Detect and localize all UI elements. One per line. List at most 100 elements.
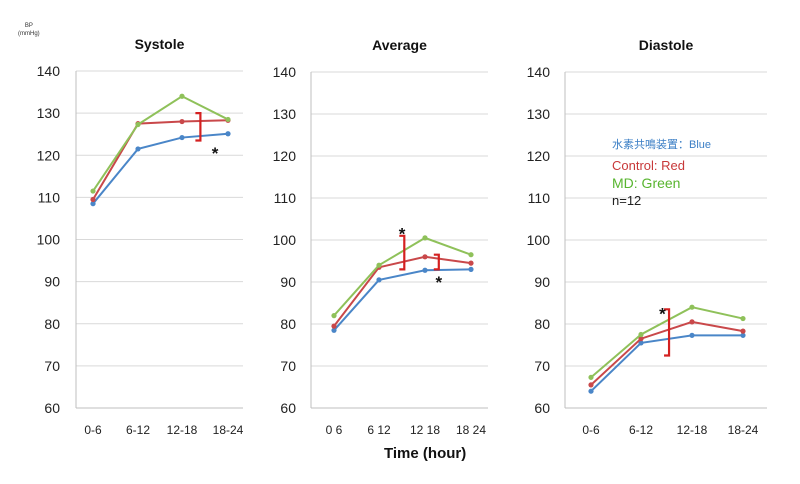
series-line-green [92, 95, 229, 192]
x-tick-label: 18-24 [728, 423, 759, 437]
y-tick-label: 80 [534, 316, 550, 332]
data-point-blue [468, 266, 474, 272]
legend: 水素共鳴装置：Blue Control: Red MD: Green n=12 [612, 136, 711, 208]
y-tick-label: 110 [38, 189, 61, 205]
data-point-green [588, 374, 594, 380]
data-point-red [588, 382, 594, 388]
series-line-green [333, 236, 472, 317]
chart-title: Systole [135, 36, 185, 52]
y-tick-label: 140 [37, 63, 61, 79]
series-line-red [590, 320, 744, 386]
data-point-red [740, 328, 746, 334]
data-point-blue [179, 134, 185, 141]
data-point-green [468, 252, 474, 258]
data-point-red [90, 196, 96, 203]
data-point-blue [740, 332, 746, 338]
x-tick-label: 12-18 [677, 423, 708, 437]
y-tick-label: 60 [44, 400, 60, 416]
y-tick-label: 70 [534, 358, 550, 374]
data-point-blue [638, 340, 644, 346]
x-tick-label: 12 18 [410, 423, 440, 437]
data-point-green [331, 313, 337, 319]
data-point-blue [422, 267, 428, 273]
y-tick-label: 100 [527, 232, 551, 248]
y-unit-label: BP (mmHg) [18, 22, 40, 38]
chart-title: Diastole [639, 37, 694, 53]
x-tick-label: 6 12 [367, 423, 391, 437]
significance-star: * [212, 144, 219, 163]
data-point-green [740, 315, 746, 322]
x-tick-label: 0-6 [582, 423, 600, 437]
series-line-blue [590, 334, 743, 392]
data-point-blue [689, 332, 695, 338]
data-point-green [638, 331, 644, 338]
significance-star: * [399, 225, 406, 244]
data-point-red [331, 323, 337, 329]
data-point-red [468, 260, 474, 266]
y-tick-label: 90 [534, 274, 550, 290]
x-tick-label: 0 6 [326, 423, 343, 437]
y-tick-label: 100 [273, 232, 297, 248]
y-tick-label: 90 [280, 274, 296, 290]
x-tick-label: 6-12 [629, 423, 653, 437]
legend-green: MD: Green [612, 175, 681, 191]
series-line-red [92, 119, 229, 200]
data-point-red [422, 254, 428, 260]
y-tick-label: 120 [37, 147, 61, 163]
data-point-blue [376, 277, 382, 283]
y-tick-label: 140 [527, 64, 551, 80]
series-line-red [333, 255, 472, 327]
y-unit-label-line2: (mmHg) [18, 31, 40, 37]
y-tick-label: 120 [273, 148, 297, 164]
data-point-blue [331, 327, 337, 333]
x-tick-label: 0-6 [84, 423, 102, 437]
data-point-blue [588, 388, 594, 394]
significance-bracket [195, 112, 202, 142]
shared-x-axis-label: Time (hour) [384, 445, 467, 462]
y-tick-label: 100 [37, 232, 61, 248]
y-tick-label: 110 [528, 190, 551, 206]
data-point-green [689, 304, 695, 310]
significance-bracket [433, 253, 440, 271]
data-point-green [225, 116, 231, 123]
x-tick-label: 12-18 [167, 423, 198, 437]
data-point-red [179, 118, 185, 125]
significance-star: * [435, 273, 442, 292]
y-tick-label: 60 [534, 400, 550, 416]
y-tick-label: 120 [527, 148, 551, 164]
legend-blue: 水素共鳴装置：Blue [612, 139, 712, 151]
y-tick-label: 90 [44, 274, 60, 290]
series-line-blue [333, 268, 472, 331]
y-tick-label: 130 [273, 106, 297, 122]
y-tick-label: 110 [274, 190, 297, 206]
significance-star: * [659, 305, 666, 324]
legend-red: Control: Red [612, 158, 685, 173]
y-tick-label: 70 [280, 358, 296, 374]
y-unit-label-line1: BP [24, 23, 33, 29]
y-tick-label: 60 [280, 400, 296, 416]
y-tick-label: 130 [527, 106, 551, 122]
legend-n: n=12 [612, 193, 642, 208]
data-point-blue [135, 146, 141, 152]
data-point-blue [225, 131, 231, 137]
chart-title: Average [372, 37, 427, 53]
data-point-blue [90, 201, 96, 207]
x-tick-label: 6-12 [126, 423, 150, 437]
data-point-red [689, 319, 695, 325]
y-tick-label: 80 [280, 316, 296, 332]
data-point-red [638, 336, 644, 342]
data-point-green [376, 262, 382, 268]
series-line-green [590, 306, 744, 379]
data-point-green [422, 235, 428, 241]
x-tick-label: 18 24 [456, 423, 486, 437]
data-point-green [135, 121, 141, 128]
y-tick-label: 140 [273, 64, 297, 80]
data-point-green [179, 93, 185, 99]
x-tick-label: 18-24 [213, 423, 244, 437]
significance-bracket [664, 308, 671, 357]
y-tick-label: 80 [44, 316, 60, 332]
y-tick-label: 130 [37, 105, 61, 121]
data-point-green [90, 188, 96, 194]
